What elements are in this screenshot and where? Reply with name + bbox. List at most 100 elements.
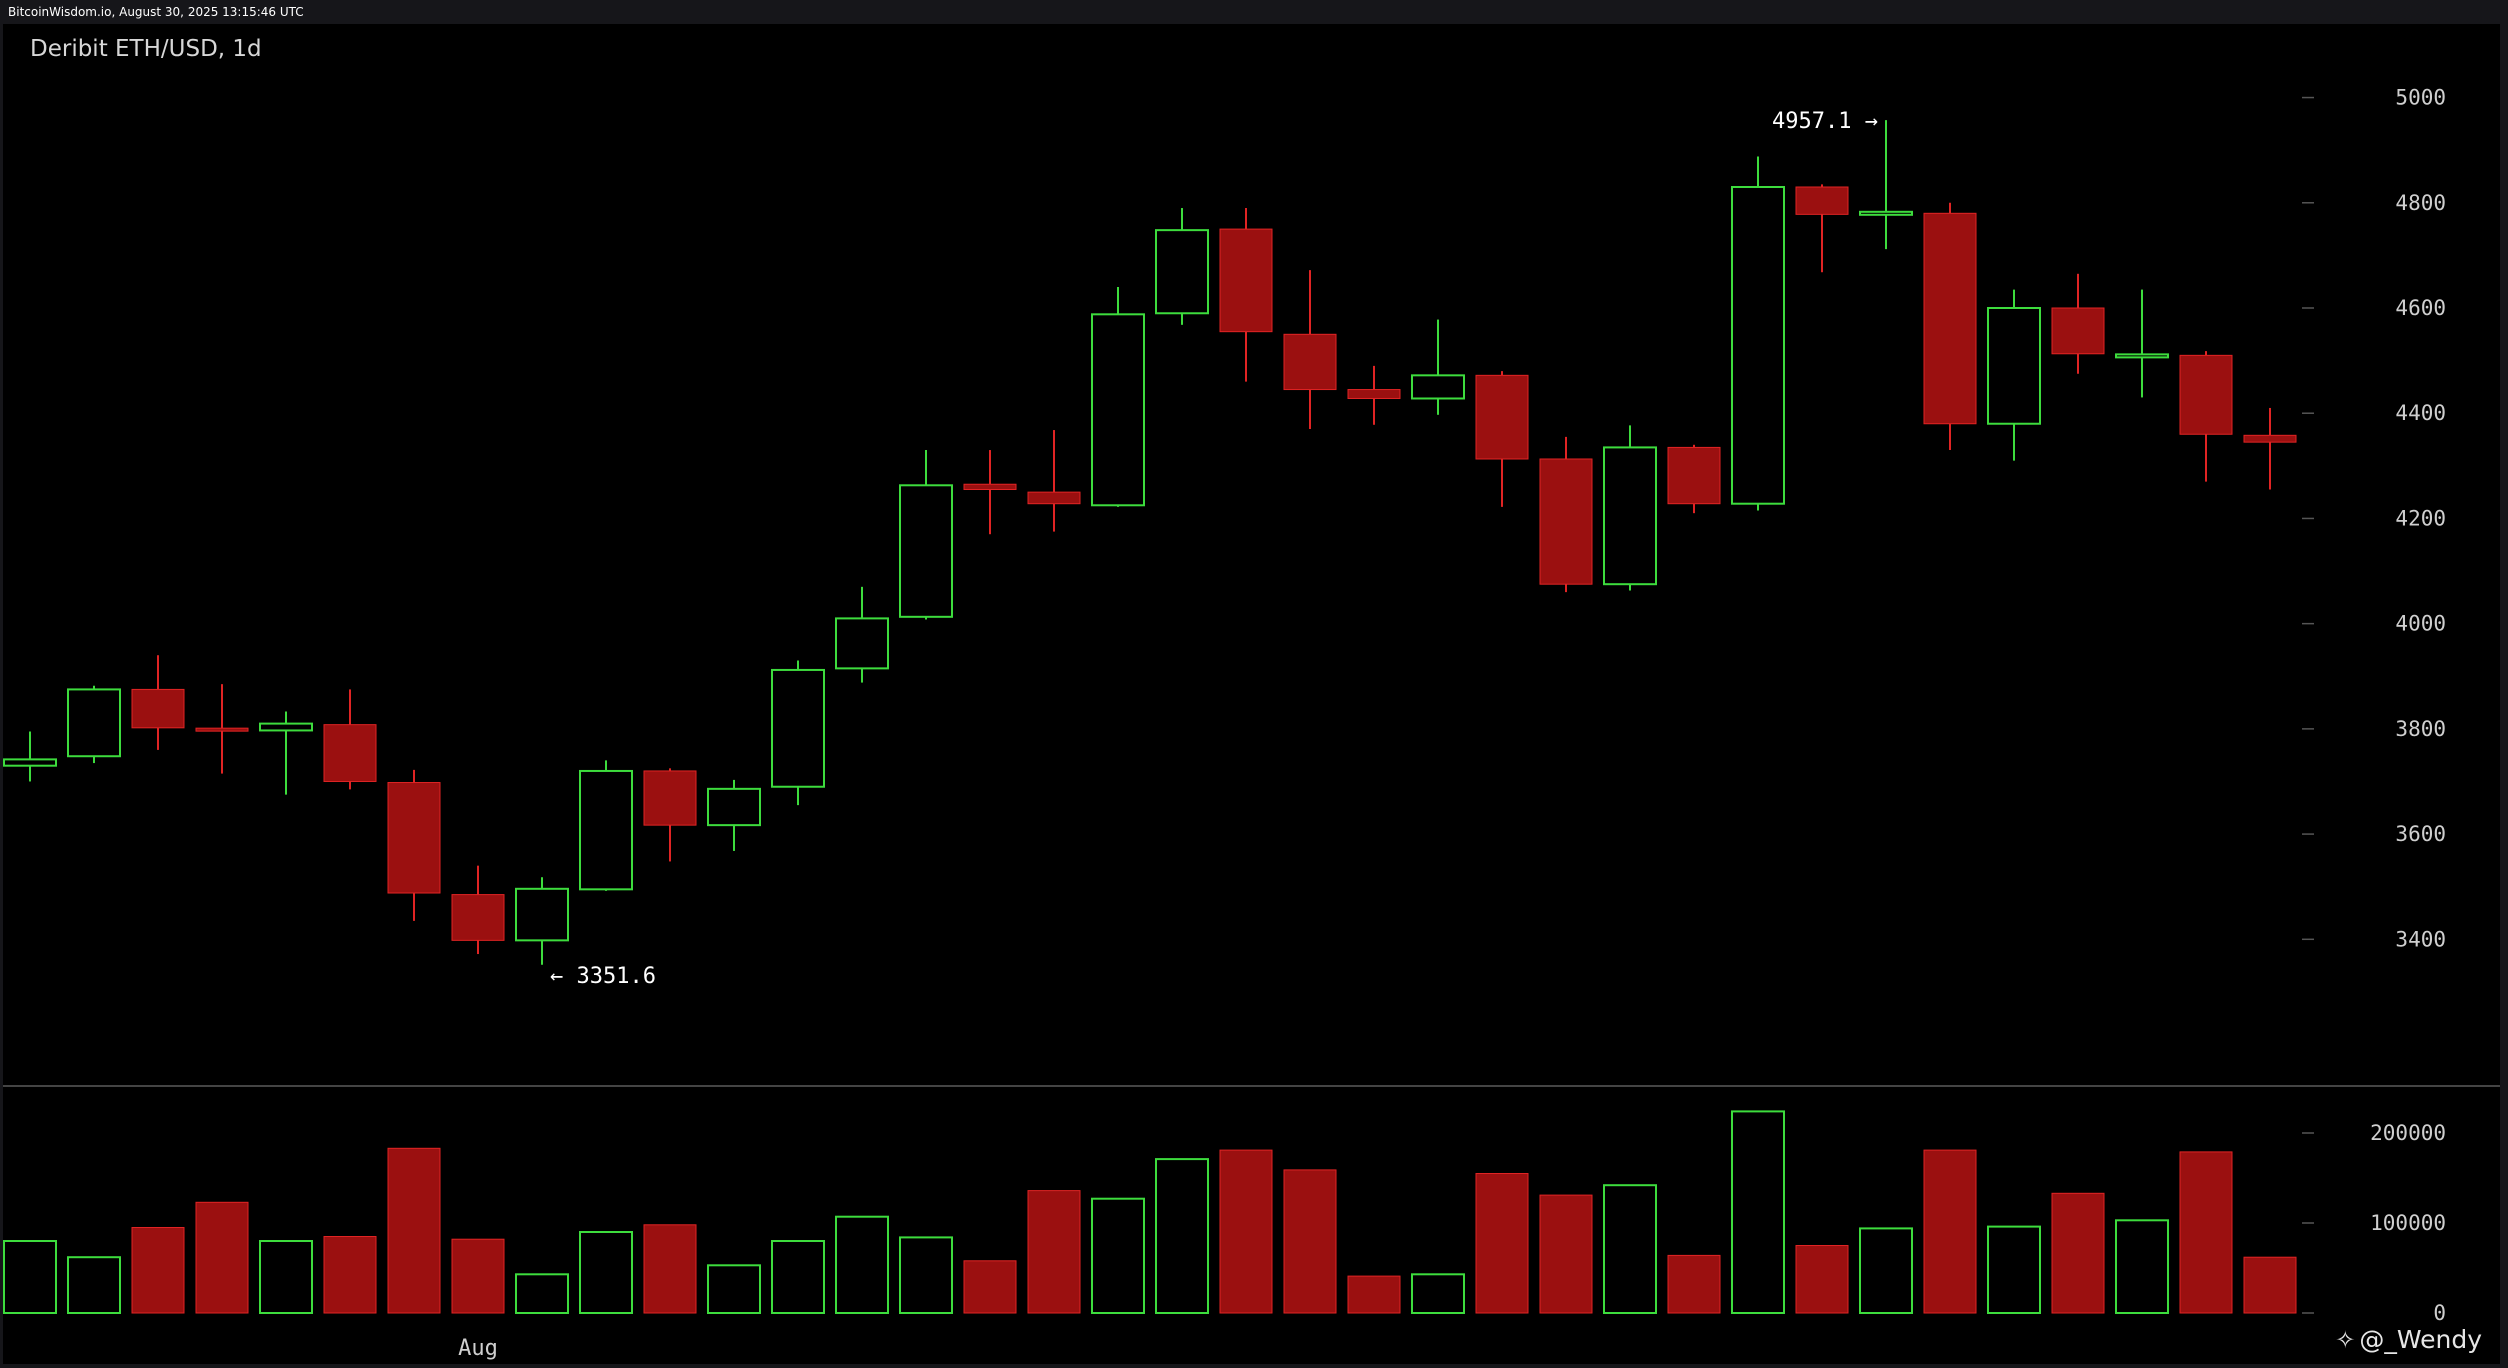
- volume-bar-down: [1283, 1169, 1337, 1314]
- volume-bar-up: [579, 1231, 633, 1314]
- candle: [1091, 286, 1145, 507]
- candle-body-down: [2243, 434, 2297, 443]
- candle-body-up: [1411, 374, 1465, 400]
- candle: [643, 768, 697, 862]
- volume-bar-down: [1923, 1149, 1977, 1314]
- candle-body-up: [1859, 210, 1913, 216]
- candle-body-up: [1987, 307, 2041, 425]
- chart-svg[interactable]: 3400 3600 3800 4000 4200 4400 4600 4800 5000 495…: [3, 24, 2500, 1364]
- watermark-text: @_Wendy: [2359, 1325, 2482, 1354]
- volume-bar-up: [707, 1264, 761, 1315]
- candle-body-down: [643, 770, 697, 826]
- candle-body-down: [451, 894, 505, 941]
- chart-title: Deribit ETH/USD, 1d: [30, 36, 262, 62]
- candle-body-down: [1219, 228, 1273, 333]
- volume-tick-label: 0: [2433, 1301, 2446, 1325]
- candle: [2051, 273, 2105, 374]
- candle: [323, 689, 377, 790]
- candle: [1219, 208, 1273, 382]
- candle-body-up: [515, 887, 569, 942]
- candle-body-down: [1475, 374, 1529, 460]
- volume-bar-up: [1091, 1197, 1145, 1314]
- volume-series: [3, 1110, 2297, 1315]
- candle: [1155, 208, 1209, 325]
- volume-bar-up: [1155, 1158, 1209, 1314]
- candle-body-down: [323, 724, 377, 782]
- candle: [1987, 289, 2041, 461]
- candle-body-down: [1539, 458, 1593, 585]
- candle-body-up: [1091, 313, 1145, 507]
- volume-axis: 0 100000 200000: [2302, 1121, 2446, 1325]
- timestamp: BitcoinWisdom.io, August 30, 2025 13:15:…: [8, 5, 304, 19]
- candle: [1667, 444, 1721, 514]
- volume-bar-down: [1795, 1245, 1849, 1314]
- volume-bar-down: [323, 1236, 377, 1314]
- candle-body-down: [1923, 212, 1977, 425]
- annotations: 4957.1 → ← 3351.6: [550, 109, 1878, 989]
- volume-bar-up: [3, 1240, 57, 1314]
- volume-bar-down: [387, 1147, 441, 1314]
- candle: [451, 865, 505, 955]
- watermark-logo-icon: ✧: [2335, 1326, 2356, 1354]
- x-axis: Aug: [458, 1336, 498, 1361]
- volume-bar-down: [1539, 1194, 1593, 1314]
- low-price-label: ← 3351.6: [550, 964, 656, 989]
- candle: [1347, 365, 1401, 425]
- candle-body-down: [387, 782, 441, 894]
- candle: [1859, 120, 1913, 250]
- volume-bar-up: [1731, 1110, 1785, 1315]
- candle: [1603, 425, 1657, 591]
- high-price-label: 4957.1 →: [1772, 109, 1878, 134]
- top-bar: BitcoinWisdom.io, August 30, 2025 13:15:…: [0, 0, 2508, 24]
- candle-body-down: [1667, 446, 1721, 505]
- candle: [2115, 289, 2169, 398]
- candle: [1411, 319, 1465, 415]
- volume-bar-up: [2115, 1219, 2169, 1315]
- volume-bar-down: [451, 1238, 505, 1314]
- candle-body-down: [1795, 186, 1849, 215]
- volume-bar-up: [515, 1273, 569, 1315]
- volume-tick-label: 200000: [2370, 1121, 2446, 1145]
- watermark: ✧ @_Wendy: [2335, 1325, 2482, 1354]
- volume-bar-down: [131, 1227, 185, 1314]
- price-tick-label: 3400: [2395, 927, 2446, 951]
- chart-area[interactable]: 3400 3600 3800 4000 4200 4400 4600 4800 5000 495…: [3, 24, 2500, 1364]
- candle: [67, 685, 121, 764]
- candle-body-down: [1283, 333, 1337, 391]
- candle: [2243, 407, 2297, 490]
- candle-body-down: [1027, 491, 1081, 505]
- price-tick-label: 3800: [2395, 717, 2446, 741]
- candle-body-down: [195, 727, 249, 732]
- price-tick-label: 4000: [2395, 612, 2446, 636]
- candle: [963, 450, 1017, 535]
- candle: [3, 731, 57, 782]
- volume-bar-up: [835, 1215, 889, 1314]
- candle: [1283, 270, 1337, 429]
- candle: [579, 760, 633, 891]
- candle-body-up: [579, 769, 633, 891]
- candle: [1923, 202, 1977, 451]
- volume-bar-down: [1475, 1173, 1529, 1314]
- price-tick-label: 5000: [2395, 86, 2446, 110]
- price-tick-label: 4400: [2395, 401, 2446, 425]
- candle-body-up: [1603, 446, 1657, 586]
- candle: [707, 779, 761, 851]
- candle-body-up: [1155, 229, 1209, 315]
- price-tick-label: 3600: [2395, 822, 2446, 846]
- candle: [131, 655, 185, 750]
- candle: [835, 586, 889, 683]
- candle: [259, 711, 313, 795]
- volume-bar-down: [1219, 1149, 1273, 1314]
- price-axis: 3400 3600 3800 4000 4200 4400 4600 4800 5000: [2302, 86, 2446, 951]
- candle: [1795, 184, 1849, 273]
- candle-body-down: [131, 688, 185, 729]
- price-tick-label: 4200: [2395, 506, 2446, 530]
- volume-bar-down: [1027, 1190, 1081, 1314]
- candle: [2179, 351, 2233, 482]
- volume-bar-up: [1859, 1227, 1913, 1315]
- volume-bar-up: [771, 1240, 825, 1314]
- volume-bar-up: [1411, 1273, 1465, 1315]
- candle-body-up: [67, 688, 121, 758]
- candle-body-up: [707, 787, 761, 827]
- candle-body-up: [259, 722, 313, 732]
